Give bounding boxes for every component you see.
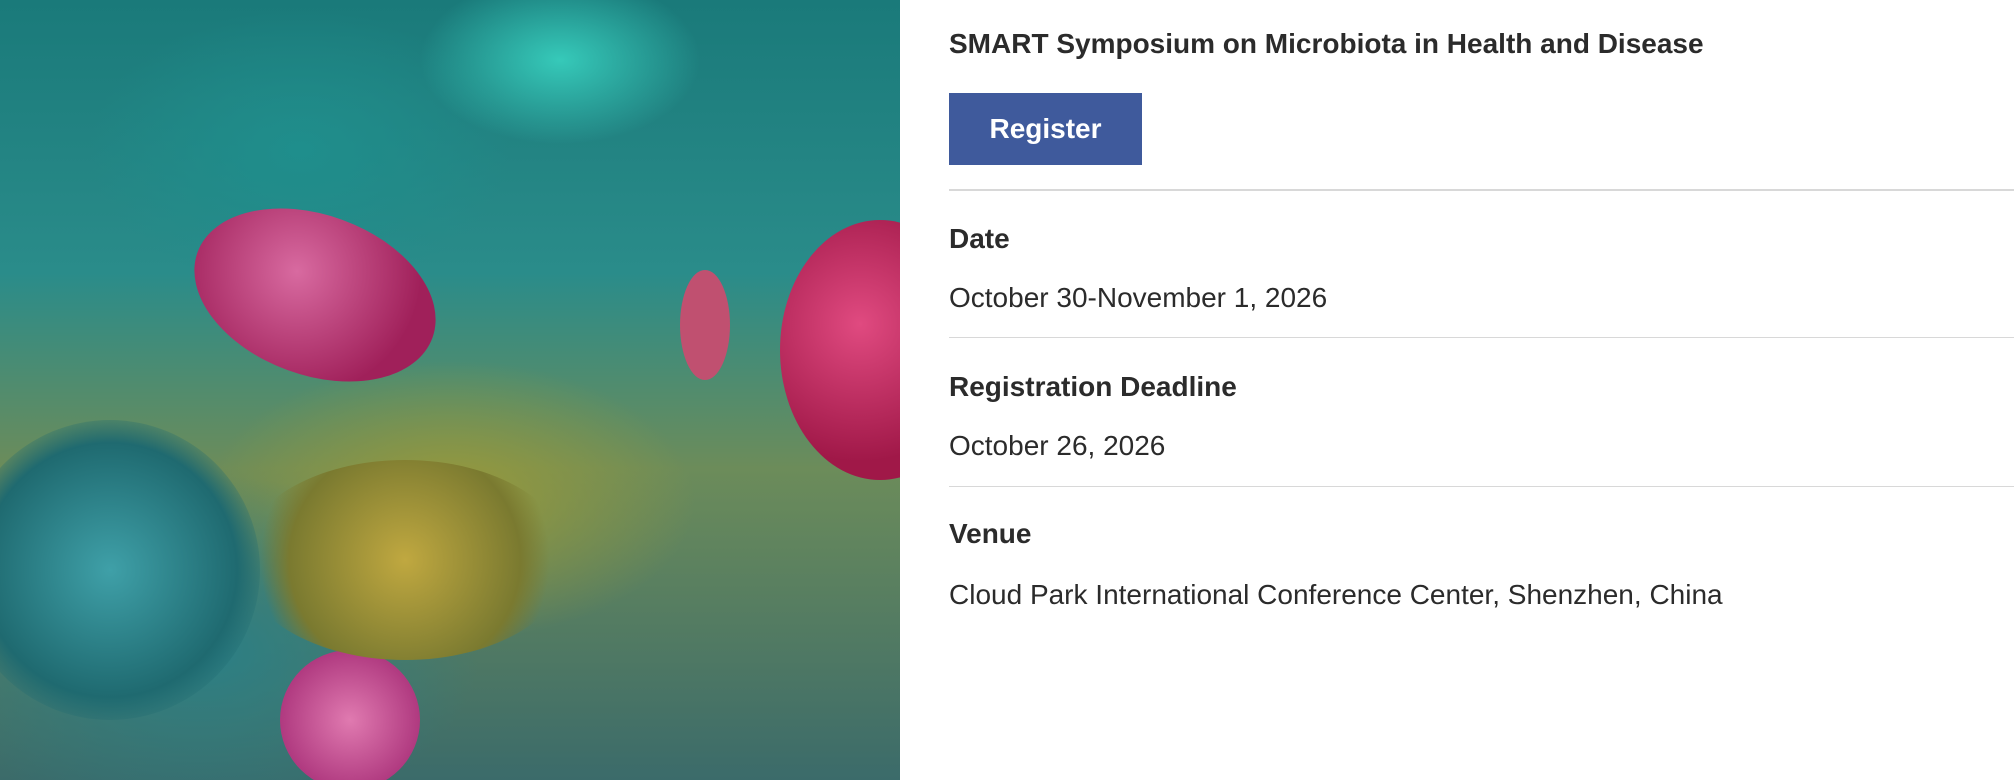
register-button[interactable]: Register — [949, 93, 1142, 165]
divider — [949, 486, 2014, 487]
date-label: Date — [949, 223, 1010, 254]
venue-label: Venue — [949, 518, 1032, 549]
microbe-pink — [170, 177, 460, 413]
stalk — [680, 270, 730, 380]
moss — [240, 460, 570, 660]
divider — [949, 337, 2014, 338]
hero-image — [0, 0, 900, 780]
divider — [949, 189, 2014, 191]
deadline-label: Registration Deadline — [949, 371, 1237, 402]
microbe-small — [280, 650, 420, 780]
venue-value: Cloud Park International Conference Cent… — [949, 579, 1723, 610]
deadline-value: October 26, 2026 — [949, 430, 1166, 461]
microbe-pink-right — [780, 220, 900, 480]
event-title: SMART Symposium on Microbiota in Health … — [949, 28, 1704, 59]
rock — [0, 420, 260, 720]
date-value: October 30-November 1, 2026 — [949, 282, 1328, 313]
